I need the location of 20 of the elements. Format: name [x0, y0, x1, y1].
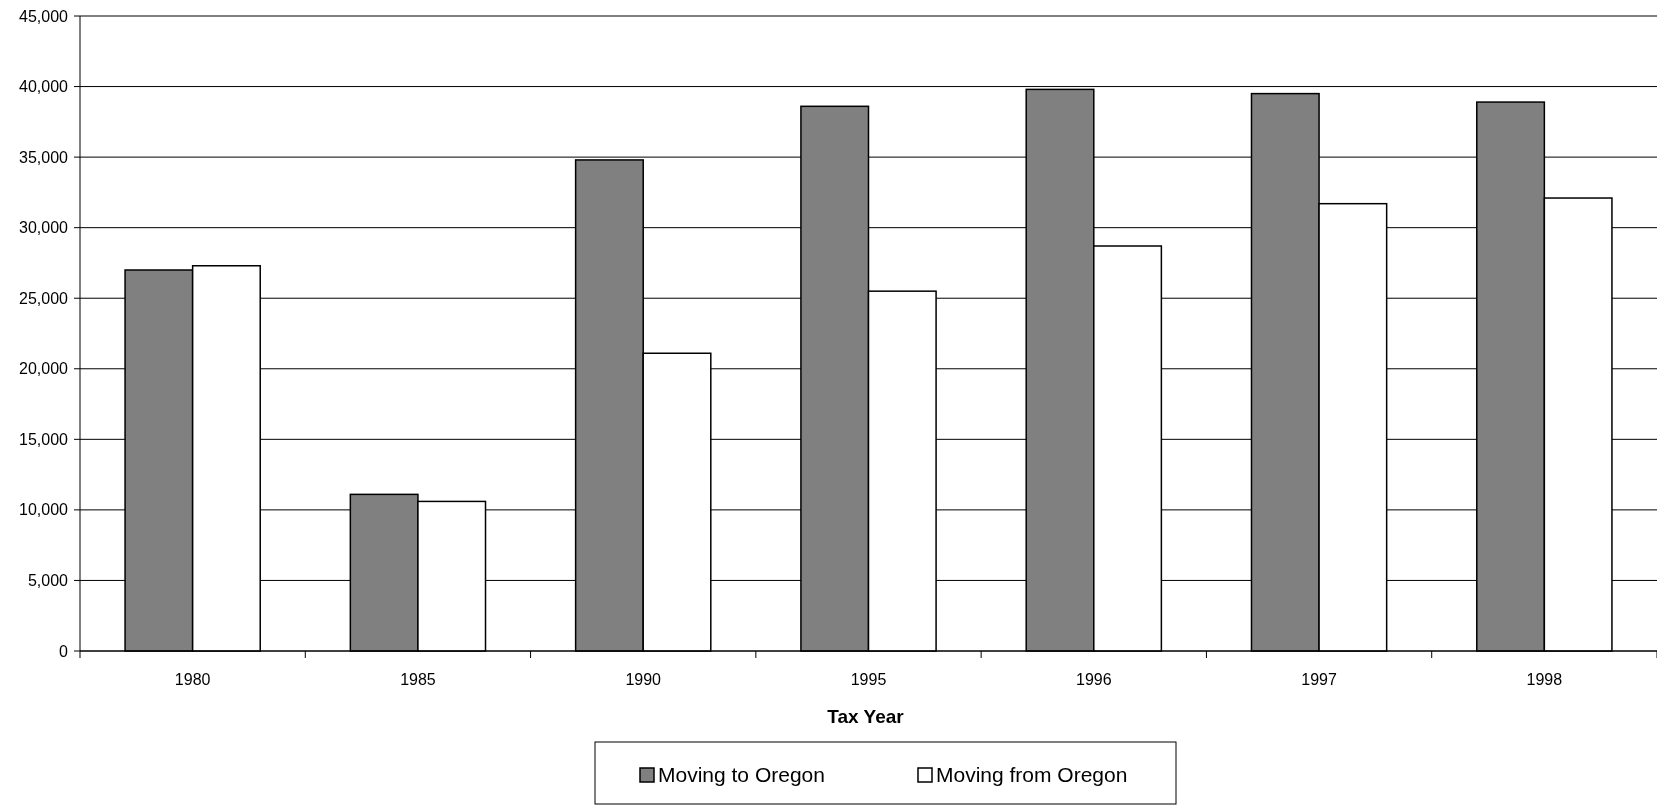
- y-tick-label: 35,000: [19, 148, 69, 166]
- legend-label: Moving from Oregon: [936, 763, 1128, 787]
- y-tick-label: 45,000: [19, 7, 69, 25]
- x-tick-label: 1980: [174, 671, 211, 688]
- y-tick-label: 30,000: [19, 219, 69, 237]
- x-axis-title: Tax Year: [827, 706, 905, 727]
- y-tick-label: 5,000: [27, 572, 69, 590]
- y-tick-label: 10,000: [19, 501, 69, 519]
- y-tick-label: 25,000: [19, 289, 69, 307]
- x-tick-label: 1997: [1301, 671, 1337, 688]
- x-tick-label: 1990: [625, 671, 662, 688]
- y-tick-label: 15,000: [19, 430, 69, 448]
- y-tick-label: 20,000: [19, 360, 69, 378]
- x-tick-label: 1998: [1526, 671, 1563, 688]
- x-tick-label: 1995: [850, 671, 887, 688]
- y-tick-label: 0: [59, 642, 69, 660]
- x-tick-label: 1985: [400, 671, 436, 688]
- y-tick-label: 40,000: [19, 78, 69, 96]
- x-tick-label: 1996: [1075, 671, 1112, 688]
- legend-label: Moving to Oregon: [658, 763, 825, 787]
